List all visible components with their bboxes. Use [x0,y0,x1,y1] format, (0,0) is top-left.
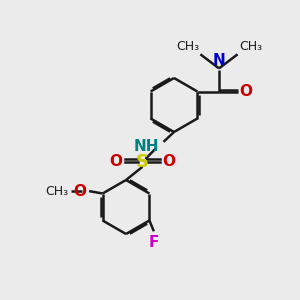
Text: NH: NH [134,139,159,154]
Text: CH₃: CH₃ [176,40,199,53]
Text: O: O [162,154,175,169]
Text: F: F [149,235,159,250]
Text: CH₃: CH₃ [239,40,262,53]
Text: N: N [213,53,225,68]
Text: O: O [239,84,252,99]
Text: O: O [73,184,86,199]
Text: CH₃: CH₃ [46,184,69,198]
Text: O: O [110,154,123,169]
Text: S: S [136,153,149,171]
